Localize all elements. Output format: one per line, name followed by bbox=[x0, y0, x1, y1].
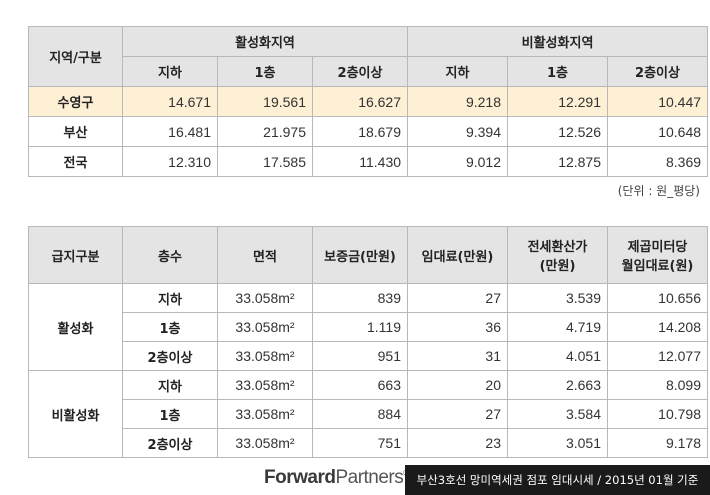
per-m2-cell: 10.798 bbox=[607, 399, 708, 429]
region-label: 수영구 bbox=[28, 86, 123, 117]
table-row: 활성화 지하 33.058m² 839 27 3.539 10.656 bbox=[28, 283, 708, 371]
rent-detail-table: 급지구분 층수 면적 보증금(만원) 임대료(만원) 전세환산가 (만원) 제곱… bbox=[28, 226, 708, 458]
floor-cell: 지하 bbox=[122, 283, 218, 313]
area-cell: 33.058m² bbox=[217, 399, 313, 429]
jeonse-cell: 2.663 bbox=[507, 370, 608, 400]
jeonse-cell: 3.539 bbox=[507, 283, 608, 313]
value-cell: 12.526 bbox=[507, 116, 609, 147]
floor-header: 1층 bbox=[507, 56, 609, 87]
value-cell: 9.012 bbox=[407, 146, 509, 177]
rent-cell: 20 bbox=[407, 370, 508, 400]
per-m2-cell: 10.656 bbox=[607, 283, 708, 313]
value-cell: 12.875 bbox=[507, 146, 609, 177]
value-cell: 18.679 bbox=[311, 116, 409, 147]
value-cell: 10.648 bbox=[607, 116, 709, 147]
deposit-header: 보증금(만원) bbox=[312, 226, 408, 284]
table-row: 비활성화 지하 33.058m² 663 20 2.663 8.099 bbox=[28, 370, 708, 458]
rent-cell: 36 bbox=[407, 312, 508, 342]
value-cell: 11.430 bbox=[311, 146, 409, 177]
floor-cell: 지하 bbox=[122, 370, 218, 400]
area-cell: 33.058m² bbox=[217, 283, 313, 313]
value-cell: 14.671 bbox=[122, 86, 218, 117]
jeonse-header: 전세환산가 (만원) bbox=[507, 226, 608, 284]
jeonse-cell: 4.051 bbox=[507, 341, 608, 371]
per-m2-header-line2: 월임대료(원) bbox=[621, 259, 694, 274]
rent-cell: 23 bbox=[407, 428, 508, 458]
floor-header: 2층이상 bbox=[607, 56, 709, 87]
value-cell: 21.975 bbox=[217, 116, 313, 147]
jeonse-header-line1: 전세환산가 bbox=[527, 240, 588, 255]
floor-cell: 2층이상 bbox=[122, 428, 218, 458]
floor-cell: 2층이상 bbox=[122, 341, 218, 371]
area-cell: 33.058m² bbox=[217, 341, 313, 371]
area-cell: 33.058m² bbox=[217, 370, 313, 400]
area-header: 면적 bbox=[217, 226, 313, 284]
floor-cell: 1층 bbox=[122, 399, 218, 429]
brand-light: Partners bbox=[335, 467, 404, 488]
deposit-cell: 663 bbox=[312, 370, 408, 400]
per-m2-cell: 12.077 bbox=[607, 341, 708, 371]
unit-note: (단위 : 원_평당) bbox=[617, 184, 700, 198]
regional-rent-table: 지역/구분 활성화지역 비활성화지역 지하 1층 2층이상 지하 1층 2층이상… bbox=[28, 26, 709, 177]
deposit-cell: 1.119 bbox=[312, 312, 408, 342]
deposit-cell: 884 bbox=[312, 399, 408, 429]
rent-cell: 31 bbox=[407, 341, 508, 371]
footer: ForwardPartners® 부산3호선 망미역세권 점포 임대시세 / 2… bbox=[0, 465, 710, 495]
value-cell: 16.481 bbox=[122, 116, 218, 147]
per-m2-cell: 14.208 bbox=[607, 312, 708, 342]
jeonse-cell: 4.719 bbox=[507, 312, 608, 342]
region-label: 전국 bbox=[28, 146, 123, 177]
floor-header: 2층이상 bbox=[311, 56, 409, 87]
area-cell: 33.058m² bbox=[217, 428, 313, 458]
value-cell: 8.369 bbox=[607, 146, 709, 177]
floor-header: 지하 bbox=[407, 56, 509, 87]
table-row: 수영구 14.671 19.561 16.627 9.218 12.291 10… bbox=[28, 86, 709, 117]
per-m2-header-line1: 제곱미터당 bbox=[627, 240, 688, 255]
corner-header: 지역/구분 bbox=[28, 26, 123, 87]
value-cell: 19.561 bbox=[217, 86, 313, 117]
deposit-cell: 951 bbox=[312, 341, 408, 371]
category-header: 급지구분 bbox=[28, 226, 123, 284]
table-row: 2층이상 33.058m² 951 31 4.051 12.077 bbox=[29, 341, 708, 371]
value-cell: 12.310 bbox=[122, 146, 218, 177]
value-cell: 17.585 bbox=[217, 146, 313, 177]
brand-logo: ForwardPartners® bbox=[264, 467, 409, 489]
group-label: 활성화 bbox=[28, 283, 123, 371]
deposit-cell: 839 bbox=[312, 283, 408, 313]
jeonse-header-line2: (만원) bbox=[539, 259, 576, 274]
table-row: 부산 16.481 21.975 18.679 9.394 12.526 10.… bbox=[28, 116, 709, 147]
group-label: 비활성화 bbox=[28, 370, 123, 458]
area-cell: 33.058m² bbox=[217, 312, 313, 342]
value-cell: 9.218 bbox=[407, 86, 509, 117]
brand-bold: Forward bbox=[264, 467, 336, 488]
value-cell: 10.447 bbox=[607, 86, 709, 117]
floor-header: 1층 bbox=[217, 56, 313, 87]
rent-header: 임대료(만원) bbox=[407, 226, 508, 284]
value-cell: 16.627 bbox=[311, 86, 409, 117]
table-row: 전국 12.310 17.585 11.430 9.012 12.875 8.3… bbox=[28, 146, 709, 177]
jeonse-cell: 3.051 bbox=[507, 428, 608, 458]
per-m2-cell: 8.099 bbox=[607, 370, 708, 400]
deposit-cell: 751 bbox=[312, 428, 408, 458]
table-row: 1층 33.058m² 884 27 3.584 10.798 bbox=[29, 399, 708, 429]
per-m2-cell: 9.178 bbox=[607, 428, 708, 458]
region-label: 부산 bbox=[28, 116, 123, 147]
rent-cell: 27 bbox=[407, 283, 508, 313]
table-row: 2층이상 33.058m² 751 23 3.051 9.178 bbox=[29, 428, 708, 458]
per-m2-header: 제곱미터당 월임대료(원) bbox=[607, 226, 708, 284]
floor-header: 층수 bbox=[122, 226, 218, 284]
group-header-active: 활성화지역 bbox=[121, 26, 409, 57]
floor-header: 지하 bbox=[122, 56, 218, 87]
rent-cell: 27 bbox=[407, 399, 508, 429]
footer-caption: 부산3호선 망미역세권 점포 임대시세 / 2015년 01월 기준 bbox=[405, 465, 710, 495]
table-row: 1층 33.058m² 1.119 36 4.719 14.208 bbox=[29, 312, 708, 342]
jeonse-cell: 3.584 bbox=[507, 399, 608, 429]
value-cell: 12.291 bbox=[507, 86, 609, 117]
floor-cell: 1층 bbox=[122, 312, 218, 342]
group-header-inactive: 비활성화지역 bbox=[407, 26, 709, 57]
value-cell: 9.394 bbox=[407, 116, 509, 147]
